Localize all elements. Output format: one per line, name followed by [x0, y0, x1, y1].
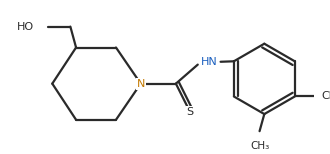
- Text: N: N: [137, 79, 145, 89]
- Text: CH₃: CH₃: [250, 141, 269, 151]
- Text: S: S: [186, 107, 194, 117]
- Text: Cl: Cl: [321, 91, 330, 101]
- Text: HO: HO: [17, 22, 34, 32]
- Text: HN: HN: [201, 57, 217, 67]
